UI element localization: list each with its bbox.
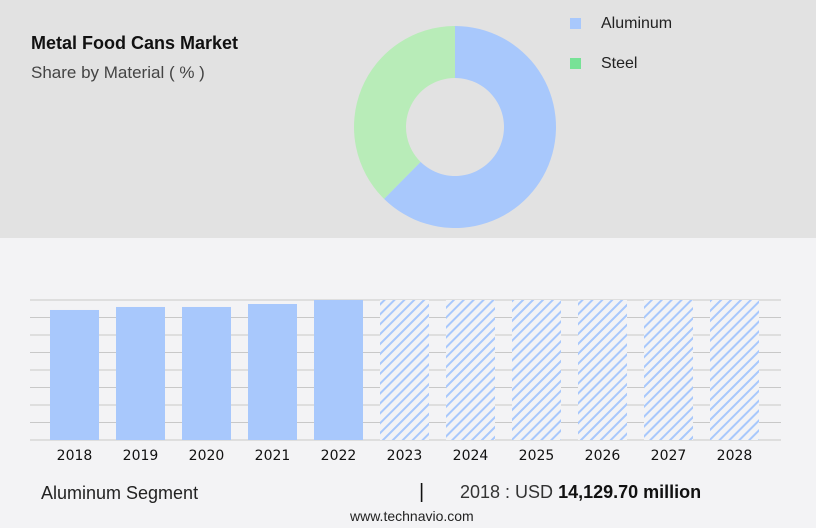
segment-label: Aluminum Segment: [41, 483, 199, 503]
x-tick-label: 2018: [57, 448, 93, 464]
donut-chart: [0, 25, 816, 238]
bar-2021: [248, 304, 297, 440]
forecast-bar-2023: [380, 300, 429, 440]
bar-2018: [50, 309, 99, 440]
forecast-bar-2027: [644, 300, 693, 440]
x-tick-label: 2024: [453, 448, 489, 464]
donut-clip: [0, 228, 816, 238]
website-link[interactable]: www.technavio.com: [350, 508, 474, 524]
chart-title: Metal Food Cans Market: [31, 33, 239, 53]
bar-2022: [314, 300, 363, 440]
x-tick-label: 2026: [585, 448, 621, 464]
x-tick-label: 2021: [255, 448, 291, 464]
value-amount: 14,129.70 million: [558, 482, 702, 502]
donut-slice-aluminum: [384, 26, 556, 228]
legend-swatch: [570, 18, 581, 29]
legend-item-aluminum: Aluminum: [570, 15, 672, 33]
bar-chart: 2018 2019 2020 2021 2022 2023 2024 2025 2026 2027…: [30, 299, 781, 464]
forecast-bar-2028: [710, 300, 759, 440]
x-tick-label: 2019: [123, 448, 159, 464]
x-tick-label: 2025: [519, 448, 555, 464]
x-tick-label: 2020: [189, 448, 225, 464]
legend-item-steel: Steel: [570, 55, 637, 73]
legend-swatch: [570, 58, 581, 69]
donut-slice-steel: [354, 25, 455, 199]
forecast-bar-2026: [578, 300, 627, 440]
x-tick-label: 2022: [321, 448, 357, 464]
separator: |: [419, 481, 425, 503]
x-tick-label: 2027: [651, 448, 687, 464]
chart-subtitle: Share by Material ( % ): [31, 63, 205, 82]
legend-label: Aluminum: [601, 15, 673, 32]
forecast-bar-2025: [512, 300, 561, 440]
bar-2020: [182, 306, 231, 440]
legend-label: Steel: [601, 55, 638, 72]
x-tick-label: 2023: [387, 448, 423, 464]
bar-2019: [116, 306, 165, 440]
x-tick-label: 2028: [717, 448, 753, 464]
year-label: 2018 : USD: [460, 482, 554, 502]
segment-value: 2018 : USD 14,129.70 million: [460, 482, 701, 503]
forecast-bar-2024: [446, 300, 495, 440]
